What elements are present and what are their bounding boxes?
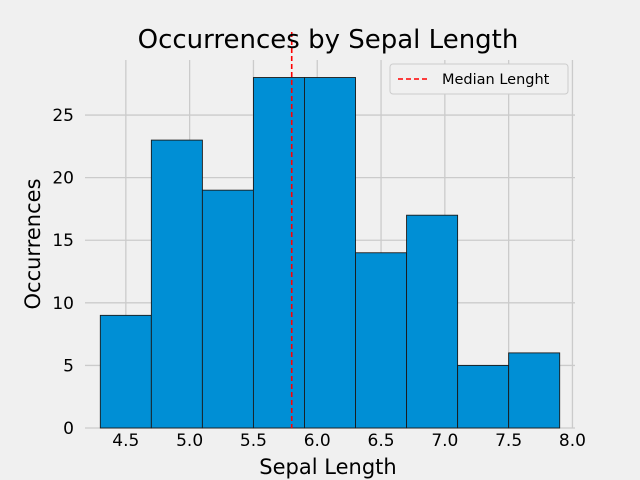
histogram-bar [508,352,561,429]
x-tick-label: 8.0 [559,431,586,451]
histogram-bar [406,214,459,429]
histogram-bar [457,364,510,429]
x-tick-label: 5.0 [176,431,203,451]
x-tick-label: 6.0 [304,431,331,451]
y-tick-label: 5 [63,356,74,376]
y-tick-label: 15 [52,231,74,251]
histogram-bar [252,77,305,429]
histogram-bar [201,189,254,429]
histogram-bar [355,252,408,429]
y-tick-label: 25 [52,106,74,126]
legend-box [389,63,569,95]
y-tick-label: 10 [52,294,74,314]
y-tick-label: 0 [63,419,74,439]
x-tick-label: 5.5 [240,431,267,451]
histogram-bar [304,77,356,429]
histogram-bar [99,314,152,429]
y-axis-label: Occurrences [21,178,45,309]
y-tick-label: 20 [52,169,74,189]
x-tick-labels: 4.5 5.0 5.5 6.0 6.5 7.0 7.5 8.0 [112,431,586,451]
x-axis-label: Sepal Length [259,455,396,479]
x-tick-label: 7.0 [431,431,458,451]
x-tick-label: 7.5 [495,431,522,451]
y-tick-labels: 0 5 10 15 20 25 [52,106,74,439]
legend-label: Median Lenght [442,72,550,88]
histogram-bar [150,139,203,429]
bars [99,77,561,429]
chart-title: Occurrences by Sepal Length [138,25,519,55]
legend: Median Lenght [389,63,569,95]
x-tick-label: 6.5 [368,431,395,451]
x-tick-label: 4.5 [112,431,139,451]
